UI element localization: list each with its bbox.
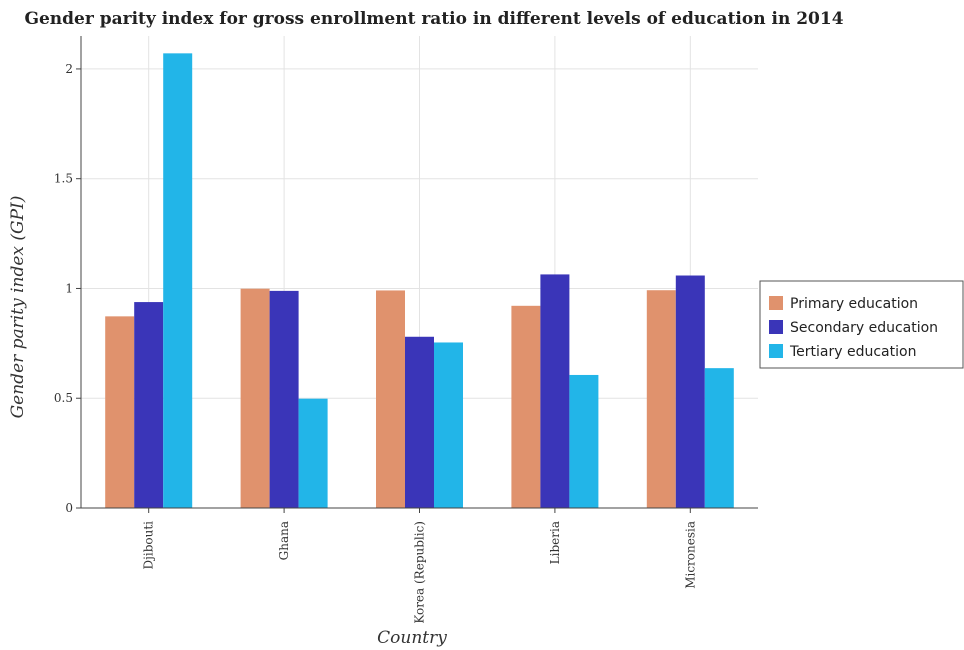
bar-primary-education	[376, 290, 405, 508]
bar-tertiary-education	[298, 398, 328, 508]
bar-secondary-education	[269, 290, 299, 508]
bar-secondary-education	[405, 336, 434, 508]
y-tick-label: 1	[65, 281, 73, 295]
y-tick-label: 0	[65, 501, 73, 515]
bar-secondary-education	[134, 302, 164, 508]
y-axis-label: Gender parity index (GPI)	[8, 196, 28, 419]
bar-primary-education	[240, 288, 270, 508]
legend-label: Secondary education	[790, 320, 938, 336]
legend-label: Primary education	[790, 296, 918, 312]
y-tick-label: 1.5	[54, 172, 73, 186]
legend-label: Tertiary education	[789, 344, 916, 360]
x-tick-label: Micronesia	[683, 521, 697, 589]
bar-tertiary-education	[434, 342, 463, 508]
legend-box	[759, 280, 964, 369]
x-axis-label: Country	[377, 628, 447, 648]
bar-tertiary-education	[704, 368, 734, 508]
bar-secondary-education	[675, 275, 705, 508]
bars	[105, 53, 734, 508]
legend-swatch	[769, 296, 783, 310]
y-tick-label: 0.5	[54, 391, 73, 405]
x-tick-label: Djibouti	[142, 521, 156, 570]
legend-swatch	[769, 344, 783, 358]
bar-secondary-education	[540, 274, 570, 508]
bar-tertiary-education	[163, 53, 193, 508]
chart-title: Gender parity index for gross enrollment…	[24, 9, 843, 29]
bar-tertiary-education	[569, 374, 599, 508]
legend-swatch	[769, 320, 783, 334]
y-tick-label: 2	[65, 62, 73, 76]
bar-primary-education	[105, 316, 135, 508]
axes: 0 0.5 1 1.5 2 Djibouti Ghana Korea (Republic) Li…	[54, 36, 758, 624]
x-tick-label: Korea (Republic)	[413, 521, 427, 624]
bar-primary-education	[511, 305, 541, 508]
bar-primary-education	[646, 290, 676, 508]
x-tick-label: Ghana	[277, 521, 291, 560]
legend: Primary education Secondary education Tert…	[759, 280, 964, 369]
x-tick-label: Liberia	[548, 521, 562, 564]
